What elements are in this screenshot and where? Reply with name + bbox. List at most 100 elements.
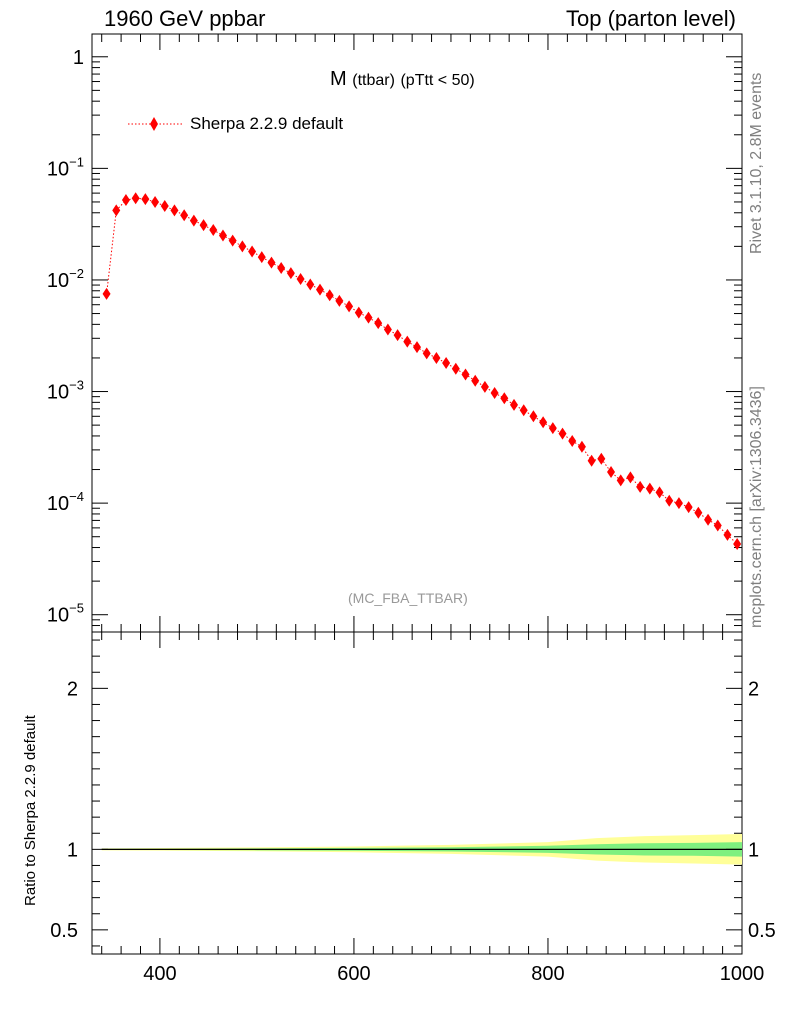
legend-diamond-icon [150,117,158,131]
data-point [112,204,121,217]
data-point [180,209,189,222]
ratio-axes: 400 600 800 1000 2 2 1 1 0.5 0.5 [50,632,776,985]
title-cut: (pTtt < 50) [400,72,475,89]
data-point [694,506,703,519]
data-point [151,195,160,208]
data-point [257,251,266,264]
data-point [354,306,363,319]
data-point [267,256,276,269]
data-point [325,289,334,302]
data-point [451,362,460,375]
data-point [296,272,305,285]
data-point [364,311,373,324]
ratio-xtick-label: 400 [143,963,176,985]
data-point [519,404,528,417]
data-point [500,392,509,405]
main-ytick-label: 10−4 [47,489,84,515]
data-point [238,240,247,253]
ratio-ytick-label-right: 1 [748,839,759,861]
data-point [209,224,218,237]
ratio-ytick-label: 1 [67,839,78,861]
data-point [733,538,742,551]
data-point [121,194,130,207]
data-point [529,410,538,423]
data-point [228,234,237,247]
main-ytick-exponent: −5 [69,601,84,616]
data-point [335,294,344,307]
data-point [655,486,664,499]
data-point [645,482,654,495]
ratio-xtick-label: 600 [337,963,370,985]
data-point [480,380,489,393]
data-point [704,513,713,526]
data-point [286,267,295,280]
data-point [422,347,431,360]
header-right: Top (parton level) [566,6,736,31]
data-point [403,335,412,348]
header-left: 1960 GeV ppbar [104,6,266,31]
ratio-ylabel: Ratio to Sherpa 2.2.9 default [22,715,39,906]
legend-entry: Sherpa 2.2.9 default [190,114,344,133]
main-panel-frame [91,33,743,633]
data-point [393,329,402,342]
data-point [413,341,421,354]
main-ytick-exponent: −3 [69,378,84,393]
data-point [558,427,567,440]
data-point [141,193,150,206]
main-ytick-label: 10−3 [47,378,84,404]
main-ytick-exponent: −1 [69,154,84,169]
data-point [199,219,208,232]
data-point [160,199,169,212]
data-point [306,278,315,291]
ratio-ytick-label-right: 2 [748,678,759,700]
data-point [548,422,557,435]
ratio-xtick-label: 800 [531,963,564,985]
data-point [510,398,519,411]
main-ytick-label: 10−1 [47,154,84,180]
data-point [471,374,480,387]
data-point [568,435,577,448]
data-point [597,452,606,465]
title-main: M [330,68,347,90]
data-point [102,287,111,300]
data-point [577,440,586,453]
data-point [374,317,383,330]
data-point [539,416,548,429]
plot-title: M (ttbar) (pTtt < 50) [330,68,475,91]
data-point [131,192,140,205]
data-point [616,474,625,487]
main-ytick-label: 1 [73,47,84,69]
data-point [461,368,470,381]
title-sub: (ttbar) [352,72,395,89]
data-point [723,528,732,541]
main-ytick-label: 10−2 [47,266,84,292]
main-ytick-exponent: −4 [69,489,84,504]
ratio-ytick-label: 2 [67,678,78,700]
data-point [218,229,227,242]
ratio-panel-frame [91,631,743,955]
data-point [315,283,324,296]
main-ytick-label: 10−5 [47,601,84,627]
data-point [189,214,198,227]
analysis-label: (MC_FBA_TTBAR) [348,590,468,606]
main-series [102,192,742,551]
data-point [277,261,286,274]
ratio-ytick-label-right: 0.5 [748,920,776,942]
rivet-label: Rivet 3.1.10, 2.8M events [748,72,765,254]
ratio-xtick-label: 1000 [720,963,765,985]
data-point [665,494,674,507]
data-point [432,351,441,364]
data-point [607,466,616,479]
data-point [674,497,683,510]
data-point [345,300,354,313]
data-point [248,245,257,258]
data-point [713,519,722,532]
main-ytick-exponent: −2 [69,266,84,281]
data-point [442,357,451,370]
data-point [636,480,645,493]
legend-marker [128,117,184,131]
mcplots-label: mcplots.cern.ch [arXiv:1306.3436] [748,386,765,628]
data-point [587,454,596,467]
ratio-ytick-label: 0.5 [50,920,78,942]
